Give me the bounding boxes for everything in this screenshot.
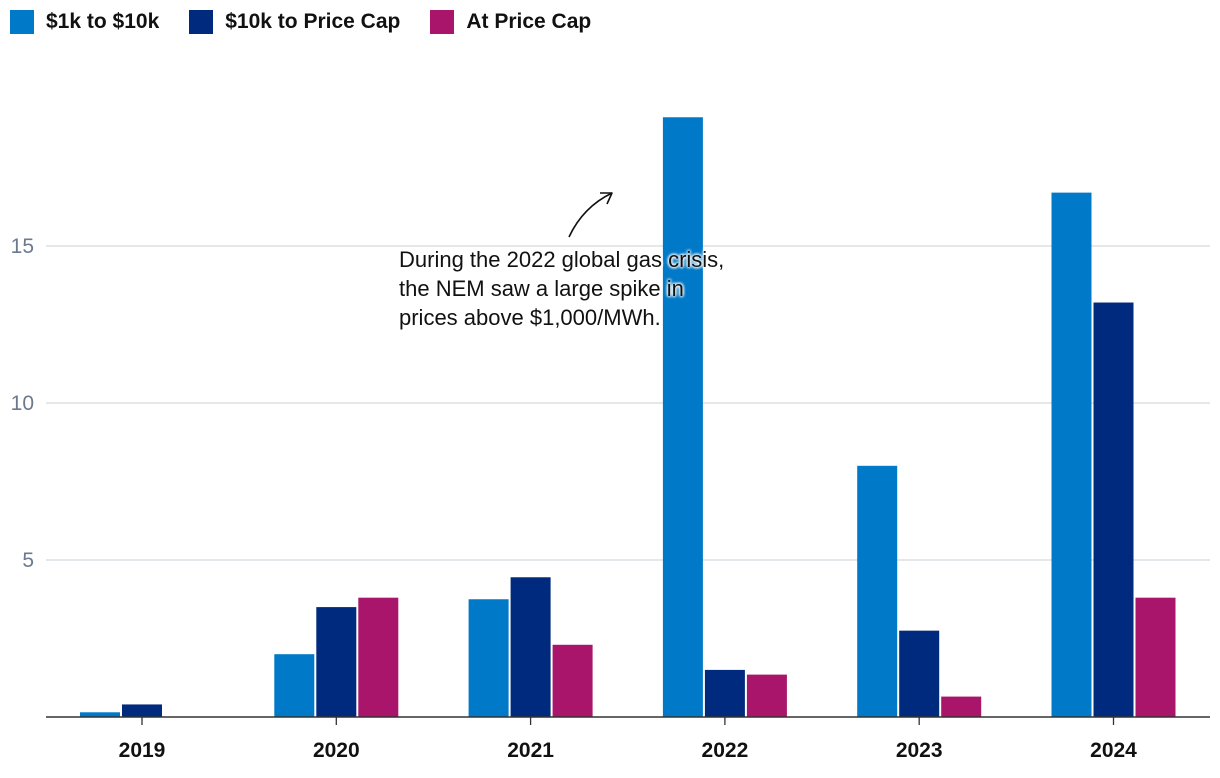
bar-2024-series-3 [1135,597,1176,717]
legend-item-at-price-cap: At Price Cap [430,10,591,34]
annotation-text: During the 2022 global gas crisis, the N… [399,247,725,330]
bar-2019-series-2 [122,704,162,717]
y-tick-label-5: 5 [22,549,34,572]
x-tick-label-2020: 2020 [313,739,360,762]
x-tick-label-2019: 2019 [119,739,166,762]
legend-swatch-at-price-cap [430,10,455,34]
legend: $1k to $10k $10k to Price Cap At Price C… [10,10,591,34]
bar-2020-series-2 [316,607,357,717]
legend-item-10k-to-price-cap: $10k to Price Cap [189,10,400,34]
bar-2021-series-3 [552,644,593,717]
x-tick-label-2021: 2021 [507,739,554,762]
legend-label-1k-to-10k: $1k to $10k [46,10,160,33]
bar-2023-series-2 [899,630,940,717]
bar-2019-series-1 [80,712,120,717]
bar-2024-series-1 [1051,192,1092,717]
bar-2022-series-1 [662,117,703,717]
bar-2021-series-1 [468,599,509,717]
bar-2020-series-3 [358,597,399,717]
bar-2022-series-2 [704,669,745,717]
bar-2021-series-2 [510,577,551,717]
bar-2024-series-2 [1093,302,1134,717]
bar-2022-series-3 [746,674,787,717]
bar-2020-series-1 [274,654,315,717]
annotation-arrow-head [600,192,613,205]
y-tick-label-10: 10 [11,392,34,415]
legend-label-10k-to-price-cap: $10k to Price Cap [225,10,401,33]
annotation-arrow-line [568,192,613,238]
x-tick-label-2023: 2023 [896,739,943,762]
bar-2023-series-3 [941,696,982,717]
legend-label-at-price-cap: At Price Cap [466,10,592,33]
y-tick-label-15: 15 [11,235,34,258]
x-tick-label-2024: 2024 [1090,739,1137,762]
x-tick-label-2022: 2022 [702,739,749,762]
legend-swatch-10k-to-price-cap [189,10,214,34]
bar-2023-series-1 [857,465,898,717]
legend-item-1k-to-10k: $1k to $10k [10,10,159,34]
legend-swatch-1k-to-10k [10,10,34,34]
